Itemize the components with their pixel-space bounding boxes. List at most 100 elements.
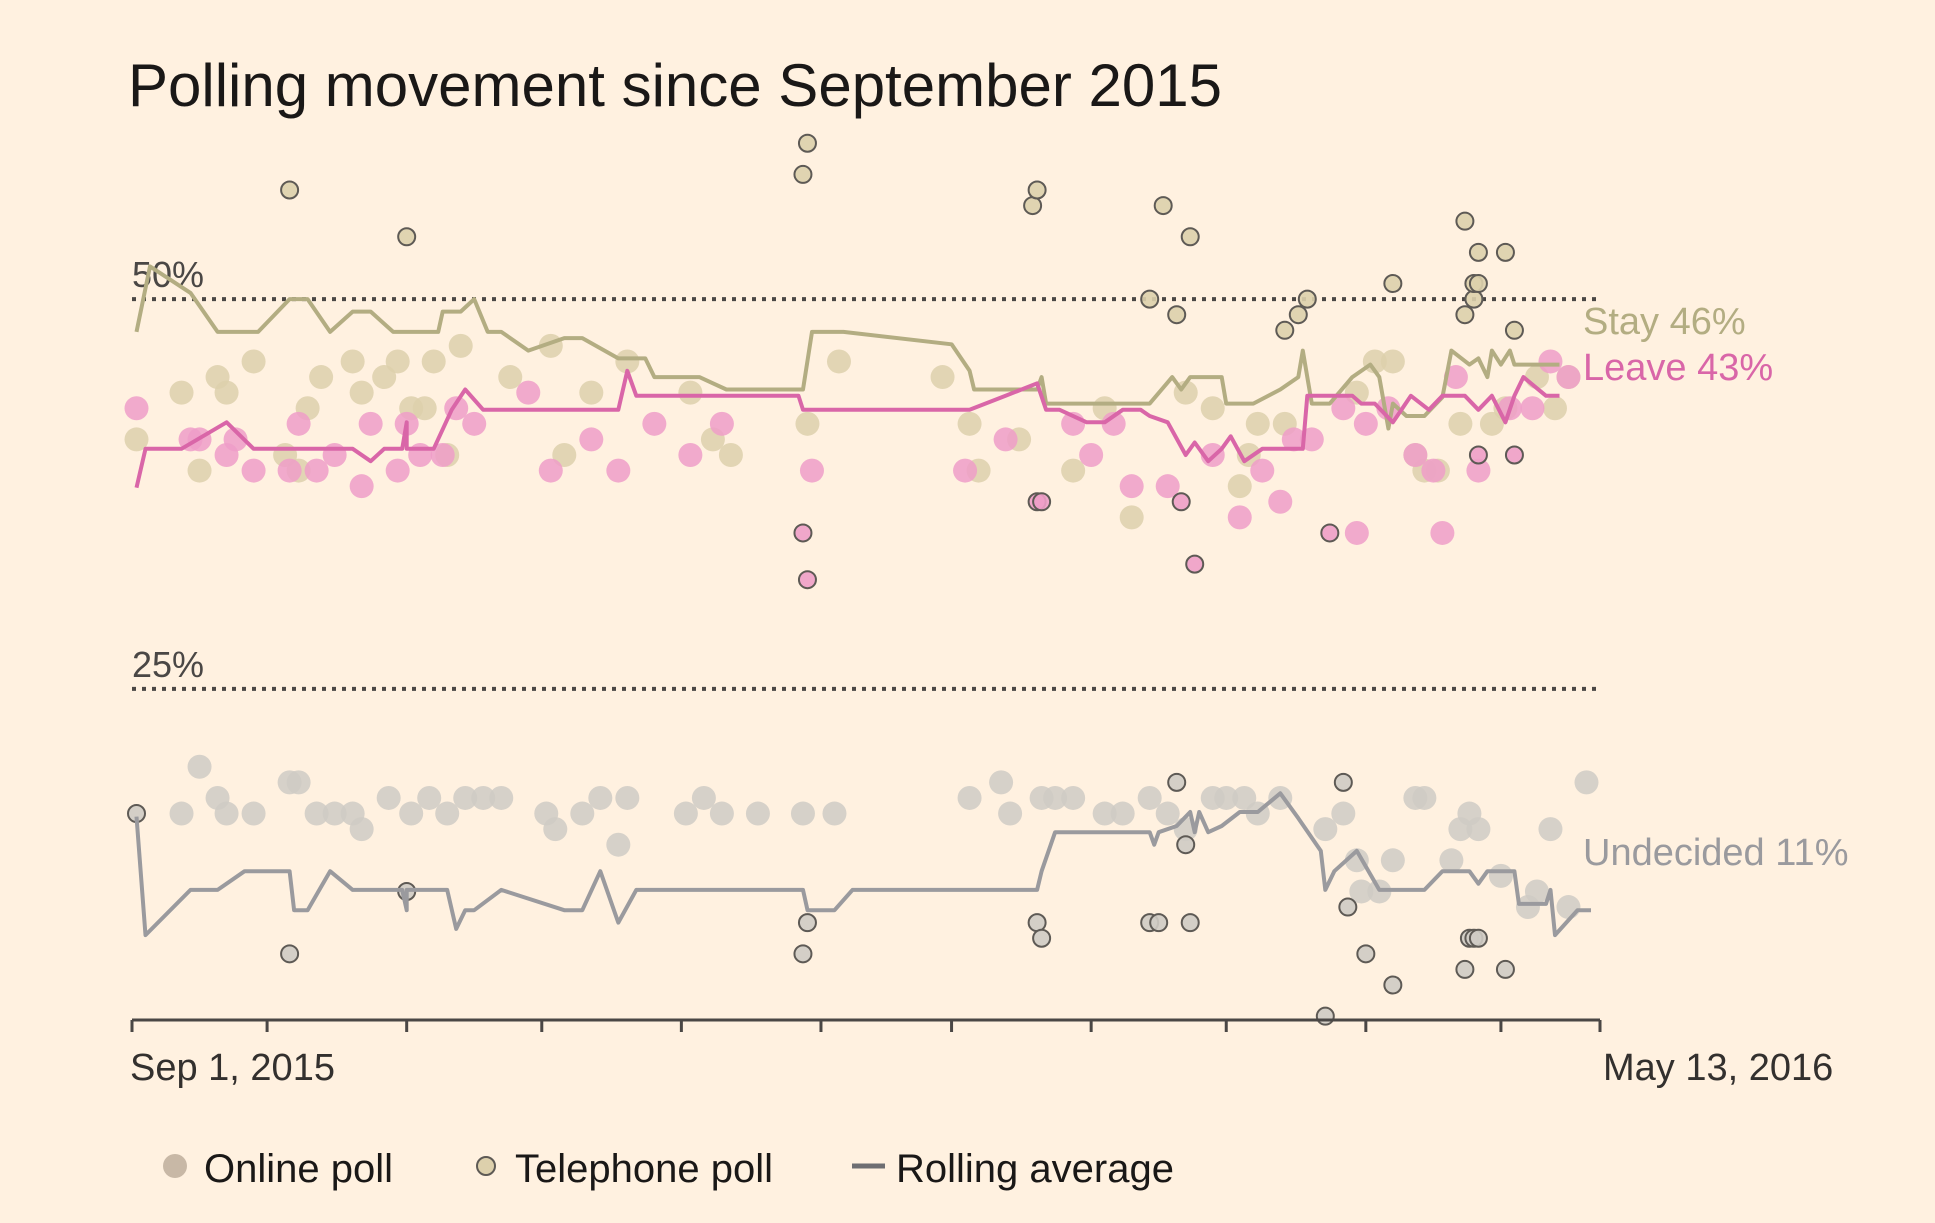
leave-online-poll-dot — [1079, 443, 1104, 467]
undecided-online-poll-dot — [709, 801, 734, 826]
undecided-online-poll-dot — [1110, 801, 1135, 826]
stay-online-poll-dot — [340, 349, 365, 374]
undecided-poll-dots — [127, 754, 1599, 1026]
stay-telephone-poll-dot — [1275, 320, 1295, 340]
stay-online-poll-dot — [1380, 349, 1405, 374]
stay-online-poll-dot — [372, 365, 397, 390]
undecided-online-poll-dot — [241, 801, 266, 826]
undecided-telephone-poll-dot — [1180, 913, 1200, 933]
legend-rolling-label: Rolling average — [896, 1147, 1174, 1191]
undecided-telephone-poll-dot — [1356, 944, 1376, 964]
leave-online-poll-dot — [579, 427, 604, 452]
undecided-telephone-poll-dot — [1338, 897, 1358, 917]
undecided-online-poll-dot — [1466, 817, 1491, 842]
undecided-online-poll-dot — [673, 801, 698, 826]
undecided-end-label: Undecided 11% — [1583, 832, 1848, 874]
leave-online-poll-dot — [241, 458, 266, 483]
undecided-online-poll-dot — [1488, 863, 1513, 888]
stay-online-poll-dot — [1119, 505, 1144, 530]
undecided-online-poll-dot — [1092, 801, 1117, 826]
gridline-label-50: 50% — [132, 254, 204, 295]
leave-online-poll-dot — [516, 380, 541, 405]
gridline-label-25: 25% — [132, 644, 204, 685]
stay-telephone-poll-dot — [1504, 320, 1524, 340]
chart-title: Polling movement since September 2015 — [128, 52, 1222, 119]
undecided-online-poll-dot — [1439, 848, 1464, 873]
stay-online-poll-dot — [448, 333, 473, 358]
undecided-online-poll-dot — [588, 785, 613, 810]
leave-telephone-poll-dot — [793, 523, 813, 543]
leave-online-poll-dot — [1520, 396, 1545, 421]
legend: Online poll Telephone poll Rolling avera… — [163, 1147, 1174, 1191]
leave-online-poll-dot — [678, 443, 703, 467]
undecided-online-poll-dot — [1412, 785, 1437, 810]
stay-telephone-poll-dot — [1167, 305, 1187, 325]
undecided-online-poll-dot — [1137, 785, 1162, 810]
stay-online-poll-dot — [826, 349, 851, 374]
stay-poll-dots — [124, 133, 1581, 530]
undecided-telephone-poll-dot — [1455, 959, 1475, 979]
stay-online-poll-dot — [498, 365, 523, 390]
leave-online-poll-dot — [642, 411, 667, 436]
stay-online-poll-dot — [1061, 458, 1086, 483]
telephone-poll-legend-icon — [476, 1156, 496, 1176]
undecided-online-poll-dot — [745, 801, 770, 826]
undecided-online-poll-dot — [570, 801, 595, 826]
rolling-average-lines — [134, 264, 1591, 938]
undecided-telephone-poll-dot — [1027, 913, 1047, 933]
undecided-telephone-poll-dot — [1149, 913, 1169, 933]
stay-online-poll-dot — [1542, 396, 1567, 421]
leave-online-poll-dot — [1556, 365, 1581, 390]
undecided-telephone-poll-dot — [1383, 975, 1403, 995]
leave-online-poll-dot — [953, 458, 978, 483]
stay-online-poll-dot — [214, 380, 239, 405]
undecided-telephone-poll-dot — [1495, 959, 1515, 979]
stay-telephone-poll-dot — [280, 180, 300, 200]
leave-telephone-poll-dot — [1185, 554, 1205, 574]
leave-online-poll-dot — [1466, 458, 1491, 483]
undecided-online-poll-dot — [989, 770, 1014, 795]
stay-online-poll-dot — [124, 427, 149, 452]
x-tick-label-start: Sep 1, 2015 — [130, 1047, 335, 1089]
undecided-online-poll-dot — [998, 801, 1023, 826]
stay-telephone-poll-dot — [1180, 227, 1200, 247]
leave-online-poll-dot — [430, 443, 455, 467]
undecided-telephone-poll-dot — [793, 944, 813, 964]
undecided-online-poll-dot — [1556, 895, 1581, 920]
undecided-online-poll-dot — [1043, 785, 1068, 810]
undecided-online-poll-dot — [1061, 785, 1086, 810]
undecided-telephone-poll-dot — [797, 913, 817, 933]
undecided-rolling-average-line — [134, 791, 1591, 938]
leave-telephone-poll-dot — [1320, 523, 1340, 543]
undecided-online-poll-dot — [606, 832, 631, 857]
leave-online-poll-dot — [408, 443, 433, 467]
stay-online-poll-dot — [1344, 380, 1369, 405]
stay-online-poll-dot — [1200, 396, 1225, 421]
leave-online-poll-dot — [304, 458, 329, 483]
undecided-online-poll-dot — [376, 785, 401, 810]
online-poll-legend-icon — [163, 1154, 187, 1178]
undecided-online-poll-dot — [1214, 785, 1239, 810]
undecided-online-poll-dot — [1538, 817, 1563, 842]
leave-online-poll-dot — [1538, 349, 1563, 374]
leave-online-poll-dot — [538, 458, 563, 483]
leave-rolling-average-line — [134, 368, 1560, 489]
leave-online-poll-dot — [1331, 396, 1356, 421]
undecided-online-poll-dot — [417, 785, 442, 810]
leave-online-poll-dot — [1403, 443, 1428, 467]
leave-online-poll-dot — [124, 396, 149, 421]
stay-end-label: Stay 46% — [1583, 301, 1746, 343]
undecided-online-poll-dot — [435, 801, 460, 826]
stay-telephone-poll-dot — [397, 227, 417, 247]
leave-online-poll-dot — [606, 458, 631, 483]
undecided-online-poll-dot — [1313, 817, 1338, 842]
stay-online-poll-dot — [1227, 474, 1252, 499]
stay-online-poll-dot — [169, 380, 194, 405]
leave-online-poll-dot — [277, 458, 302, 483]
stay-online-poll-dot — [187, 458, 212, 483]
undecided-online-poll-dot — [1155, 801, 1180, 826]
stay-online-poll-dot — [412, 396, 437, 421]
leave-online-poll-dot — [1344, 520, 1369, 545]
undecided-online-poll-dot — [349, 817, 374, 842]
